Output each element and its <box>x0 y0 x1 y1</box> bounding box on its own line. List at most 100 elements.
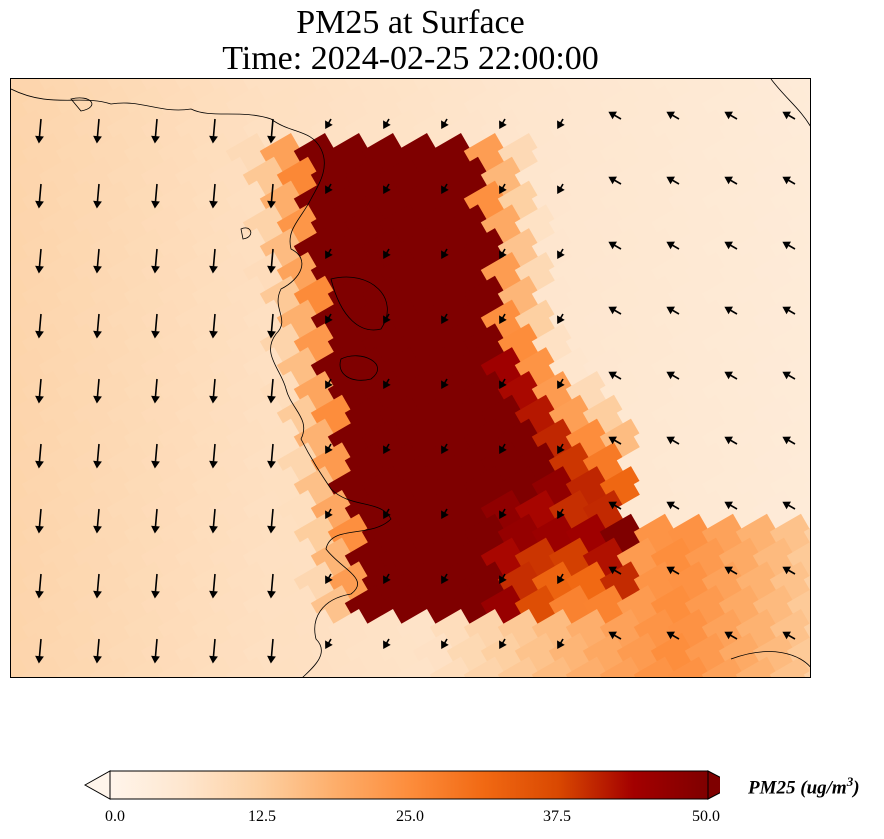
wind-arrow <box>441 248 449 260</box>
map-title: PM25 at Surface <box>296 4 525 41</box>
wind-arrow <box>209 443 218 469</box>
wind-arrow <box>608 501 622 510</box>
grid-cell <box>531 656 581 677</box>
grid-cell <box>259 656 309 677</box>
wind-arrow <box>93 378 102 404</box>
wind-arrow <box>608 566 622 575</box>
wind-arrow <box>325 118 333 130</box>
grid-cell <box>293 656 343 677</box>
wind-arrow <box>325 573 333 585</box>
pm25-grid-cells <box>11 79 810 677</box>
wind-arrow <box>666 306 680 315</box>
wind-arrow <box>267 508 276 534</box>
grid-cell <box>769 656 810 677</box>
grid-cell <box>11 656 37 677</box>
colorbar-label: PM25 (ug/m3) <box>748 774 860 799</box>
wind-arrow <box>666 566 680 575</box>
wind-arrow <box>608 306 622 315</box>
grid-cell <box>395 656 445 677</box>
wind-arrow <box>666 176 680 185</box>
wind-arrow <box>499 183 507 195</box>
grid-cell <box>565 656 615 677</box>
wind-arrow <box>325 508 333 520</box>
wind-arrow <box>383 183 391 195</box>
wind-arrow <box>557 118 565 130</box>
wind-arrow <box>608 176 622 185</box>
colorbar-tick-2: 25.0 <box>396 808 424 825</box>
wind-arrow <box>93 118 102 144</box>
wind-arrow <box>499 378 507 390</box>
wind-arrow <box>441 443 449 455</box>
wind-arrow <box>666 436 680 445</box>
wind-arrow <box>441 508 449 520</box>
wind-arrow <box>151 573 160 599</box>
colorbar-tick-3: 37.5 <box>543 808 571 825</box>
wind-arrow <box>325 248 333 260</box>
wind-arrow <box>499 248 507 260</box>
wind-arrow <box>666 631 680 640</box>
wind-arrow <box>267 183 276 209</box>
wind-arrow <box>666 501 680 510</box>
colorbar-extend-low <box>83 770 111 800</box>
coastline <box>11 79 810 677</box>
wind-arrow <box>441 313 449 325</box>
wind-arrow <box>441 183 449 195</box>
wind-arrow <box>151 183 160 209</box>
wind-arrow <box>209 248 218 274</box>
wind-arrow <box>724 306 738 315</box>
wind-arrow <box>35 443 44 469</box>
wind-arrow <box>557 183 565 195</box>
wind-arrow <box>93 573 102 599</box>
wind-arrow <box>151 248 160 274</box>
wind-arrow <box>383 248 391 260</box>
grid-cell <box>225 656 275 677</box>
wind-arrow <box>608 436 622 445</box>
wind-arrow <box>151 313 160 339</box>
grid-cell <box>735 656 785 677</box>
grid-cell <box>191 656 241 677</box>
wind-arrow <box>93 443 102 469</box>
wind-arrow <box>666 111 680 120</box>
grid-cell <box>599 656 649 677</box>
wind-arrow <box>383 443 391 455</box>
wind-arrow <box>267 443 276 469</box>
wind-arrow <box>267 118 276 144</box>
wind-arrow <box>499 638 507 650</box>
wind-arrow <box>383 508 391 520</box>
wind-arrow <box>608 371 622 380</box>
colorbar-tick-0: 0.0 <box>105 808 125 825</box>
wind-arrow <box>35 118 44 144</box>
wind-arrow <box>666 371 680 380</box>
colorbar-tick-4: 50.0 <box>692 808 720 825</box>
colorbar-tick-1: 12.5 <box>248 808 276 825</box>
grid-cell <box>463 656 513 677</box>
wind-arrow <box>267 248 276 274</box>
wind-arrow <box>441 573 449 585</box>
coastline-main <box>11 88 392 677</box>
wind-arrow <box>325 443 333 455</box>
grid-cell <box>157 656 207 677</box>
grid-cell <box>123 656 173 677</box>
wind-arrow <box>325 183 333 195</box>
wind-arrow <box>782 436 796 445</box>
wind-arrow <box>209 313 218 339</box>
wind-arrow <box>782 371 796 380</box>
colorbar <box>83 770 720 800</box>
wind-arrow <box>441 638 449 650</box>
wind-arrow <box>209 183 218 209</box>
map-time-subtitle: Time: 2024-02-25 22:00:00 <box>222 40 599 77</box>
wind-arrow <box>724 111 738 120</box>
wind-arrow <box>499 508 507 520</box>
wind-arrow <box>608 241 622 250</box>
wind-arrow <box>209 573 218 599</box>
wind-arrow <box>557 313 565 325</box>
wind-arrow <box>724 241 738 250</box>
wind-arrow <box>267 638 276 664</box>
wind-arrow <box>782 566 796 575</box>
wind-arrow <box>557 508 565 520</box>
wind-arrow <box>93 313 102 339</box>
wind-arrow <box>557 248 565 260</box>
wind-arrow <box>35 573 44 599</box>
wind-arrow <box>267 573 276 599</box>
wind-arrow <box>557 378 565 390</box>
